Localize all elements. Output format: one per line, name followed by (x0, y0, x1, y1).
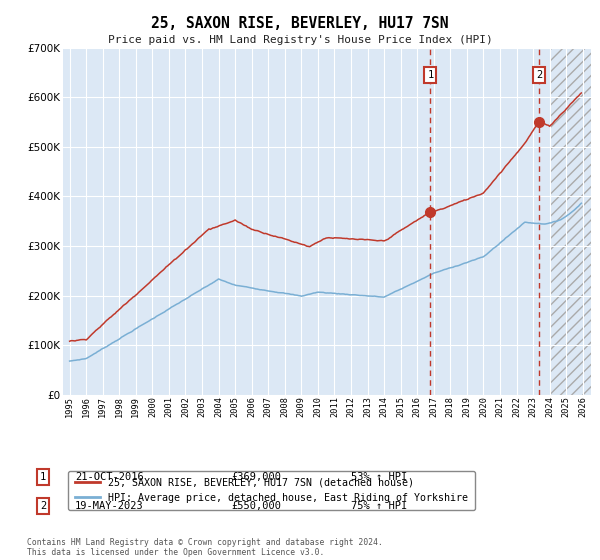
Text: 75% ↑ HPI: 75% ↑ HPI (351, 501, 407, 511)
Text: 2: 2 (536, 70, 542, 80)
Text: 19-MAY-2023: 19-MAY-2023 (75, 501, 144, 511)
Legend: 25, SAXON RISE, BEVERLEY, HU17 7SN (detached house), HPI: Average price, detache: 25, SAXON RISE, BEVERLEY, HU17 7SN (deta… (68, 471, 475, 510)
Text: 2: 2 (40, 501, 46, 511)
Bar (550, 48, 591, 395)
Text: 1: 1 (427, 70, 434, 80)
Text: Price paid vs. HM Land Registry's House Price Index (HPI): Price paid vs. HM Land Registry's House … (107, 35, 493, 45)
Text: £369,000: £369,000 (231, 472, 281, 482)
Bar (550, 48, 591, 395)
Text: 1: 1 (40, 472, 46, 482)
Text: 53% ↑ HPI: 53% ↑ HPI (351, 472, 407, 482)
Text: Contains HM Land Registry data © Crown copyright and database right 2024.
This d: Contains HM Land Registry data © Crown c… (27, 538, 383, 557)
Text: £550,000: £550,000 (231, 501, 281, 511)
Text: 21-OCT-2016: 21-OCT-2016 (75, 472, 144, 482)
Text: 25, SAXON RISE, BEVERLEY, HU17 7SN: 25, SAXON RISE, BEVERLEY, HU17 7SN (151, 16, 449, 31)
